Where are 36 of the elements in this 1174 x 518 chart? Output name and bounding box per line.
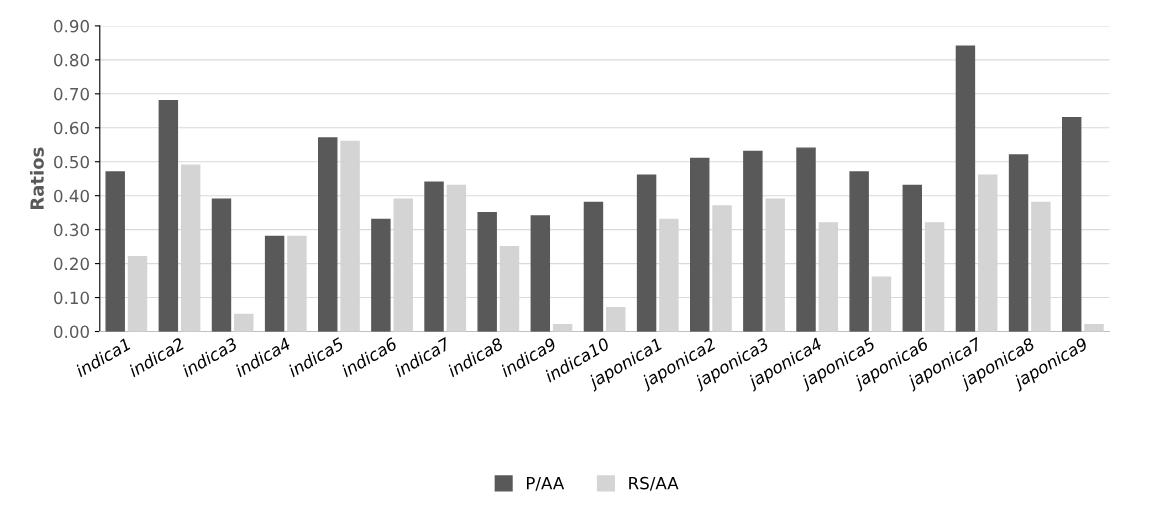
bar bbox=[1008, 154, 1029, 332]
bar bbox=[371, 218, 391, 332]
bar bbox=[955, 45, 976, 332]
bar bbox=[1061, 116, 1082, 332]
bar bbox=[158, 99, 179, 332]
y-tick-label: 0.40 bbox=[54, 189, 89, 203]
y-tick-label: 0.10 bbox=[54, 291, 89, 305]
legend-label: P/AA bbox=[526, 477, 565, 491]
y-tick-label: 0.80 bbox=[54, 53, 89, 67]
bar bbox=[583, 201, 604, 332]
y-tick-label: 0.90 bbox=[54, 19, 89, 33]
y-tick-label: 0.60 bbox=[54, 121, 89, 135]
y-tick-label: 0.00 bbox=[54, 325, 89, 339]
bar bbox=[796, 147, 816, 332]
bar bbox=[530, 215, 551, 332]
y-tick-label: 0.30 bbox=[54, 223, 89, 237]
bar bbox=[477, 211, 497, 332]
bar bbox=[743, 150, 763, 332]
bar bbox=[902, 184, 923, 332]
bar bbox=[636, 174, 657, 332]
y-tick-label: 0.70 bbox=[54, 87, 89, 101]
bar bbox=[552, 324, 573, 332]
bar bbox=[606, 307, 626, 332]
bar bbox=[1084, 324, 1104, 332]
y-tick-label: 0.20 bbox=[54, 257, 89, 271]
bar bbox=[105, 171, 125, 332]
legend-label: RS/AA bbox=[629, 476, 679, 491]
bar bbox=[424, 181, 444, 332]
bar bbox=[318, 137, 338, 332]
bar bbox=[849, 171, 869, 332]
bar bbox=[264, 235, 285, 332]
y-tick-label: 0.50 bbox=[54, 155, 89, 169]
bar bbox=[234, 313, 254, 332]
bar bbox=[211, 198, 232, 332]
y-axis-title: Ratios bbox=[29, 147, 44, 210]
bar bbox=[690, 157, 710, 332]
